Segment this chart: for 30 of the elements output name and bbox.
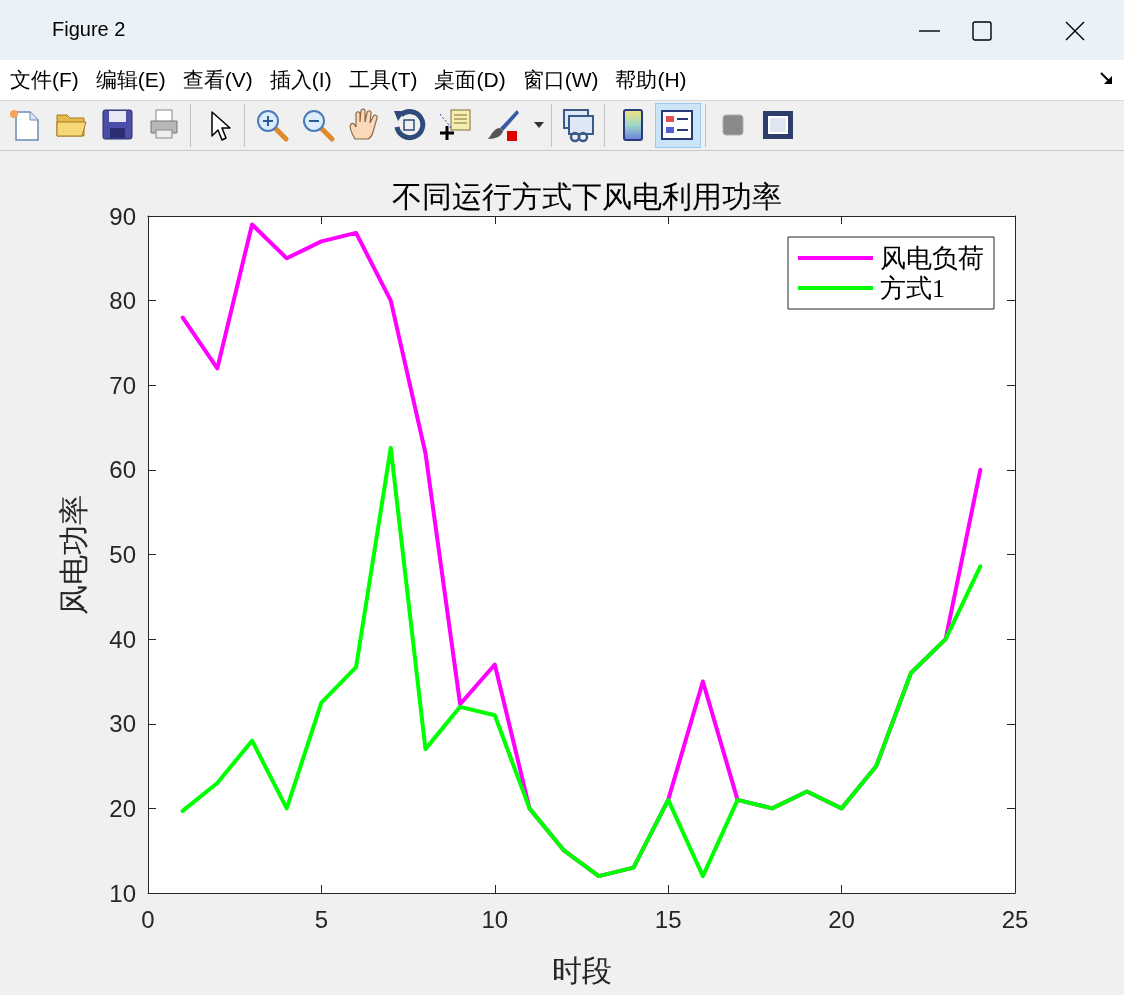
y-tick-label: 10 xyxy=(109,879,136,907)
line-series xyxy=(180,445,983,879)
y-tick-label: 80 xyxy=(109,287,136,315)
x-tick-label: 0 xyxy=(141,905,155,933)
x-tick-label: 15 xyxy=(654,905,682,933)
x-tick-label: 20 xyxy=(828,905,855,933)
y-tick-label: 60 xyxy=(109,456,136,484)
y-tick-label: 90 xyxy=(109,202,136,230)
text: 查看(V) xyxy=(182,67,253,93)
text: 编辑(E) xyxy=(95,67,166,93)
y-tick-label: 20 xyxy=(109,794,136,822)
x-tick-label: 10 xyxy=(481,905,509,933)
y-tick-label: 50 xyxy=(109,541,136,568)
y-tick-label: 30 xyxy=(109,710,136,738)
chart-title: 不同运行方式下风电利用功率 xyxy=(391,179,782,213)
text: 插入(I) xyxy=(269,67,332,93)
y-axis-title: 风电功率 xyxy=(56,494,90,615)
text: 桌面(D) xyxy=(434,67,506,93)
x-tick-label: 5 xyxy=(314,905,329,933)
caption: Figure 2 xyxy=(52,18,126,41)
text: 窗口(W) xyxy=(522,67,599,93)
text: 帮助(H) xyxy=(615,67,687,93)
y-tick-label: 40 xyxy=(109,625,136,653)
text: 工具(T) xyxy=(348,67,418,93)
x-axis-title: 时段 xyxy=(551,953,612,987)
text: 文件(F) xyxy=(10,67,79,93)
x-tick-label: 25 xyxy=(1001,905,1029,933)
y-tick-label: 70 xyxy=(109,371,136,399)
legend-label: 方式1 xyxy=(880,273,945,303)
legend-label: 风电负荷 xyxy=(880,243,984,273)
